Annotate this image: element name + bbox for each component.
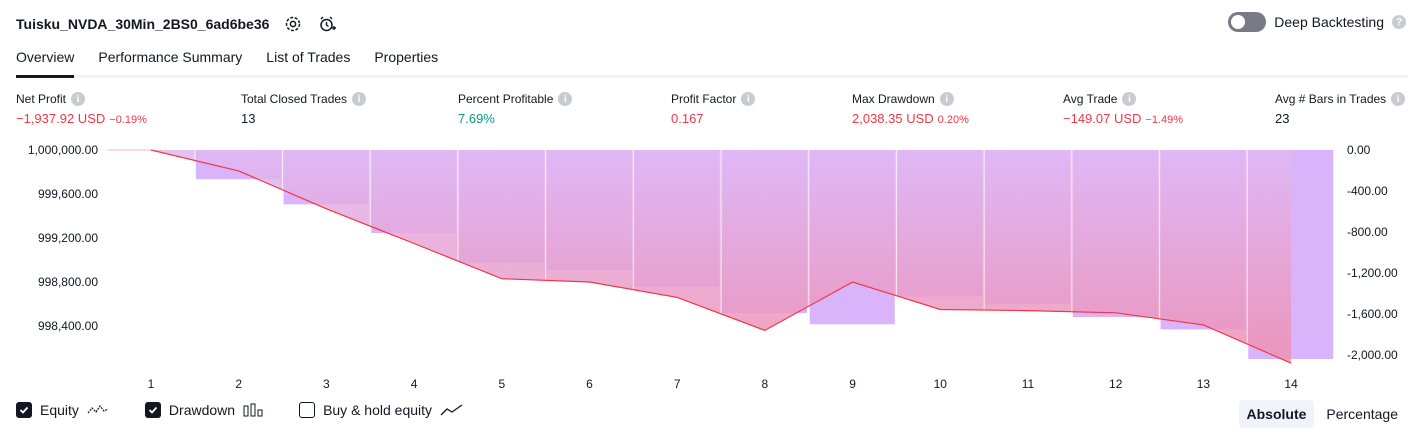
x-axis-tick-label: 14: [1284, 377, 1298, 391]
x-axis-tick-label: 4: [411, 377, 418, 391]
metric-value: 23: [1275, 111, 1290, 126]
info-icon[interactable]: i: [741, 92, 756, 106]
metric-label: Max Drawdown: [852, 92, 935, 106]
metric-pct: −1.49%: [1145, 114, 1184, 126]
x-axis-tick-label: 11: [1022, 377, 1035, 391]
info-icon[interactable]: i: [1391, 92, 1406, 106]
x-axis-tick-label: 7: [674, 377, 681, 391]
metric-total-closed-trades: Total Closed Trades i 13: [241, 92, 367, 126]
mode-absolute[interactable]: Absolute: [1238, 400, 1315, 428]
tab-performance-summary[interactable]: Performance Summary: [98, 49, 243, 65]
x-axis-tick-label: 2: [235, 377, 242, 391]
toggle-knob: [1231, 15, 1246, 29]
right-axis-tick-label: -2,000.00: [1347, 348, 1398, 362]
left-axis-tick-label: 998,400.00: [38, 319, 98, 333]
metrics-row: Net Profit i −1,937.92 USD −0.19% Total Cl…: [16, 92, 1408, 132]
buyhold-line-icon: [440, 404, 463, 416]
checkbox-checked-icon[interactable]: [16, 402, 32, 418]
x-axis-tick-label: 5: [498, 377, 505, 391]
right-axis-tick-label: -1,600.00: [1347, 307, 1398, 321]
drawdown-bars-icon: [243, 403, 263, 417]
metric-pct: −0.19%: [109, 114, 147, 126]
metric-label: Avg Trade: [1063, 92, 1118, 106]
x-axis-tick-label: 10: [934, 377, 948, 391]
chart-legend: Equity Drawdown Buy & hold equity: [16, 402, 464, 418]
x-axis-tick-label: 3: [323, 377, 330, 391]
x-axis-tick-label: 6: [586, 377, 593, 391]
metric-value: −1,937.92 USD: [16, 111, 106, 126]
metric-net-profit: Net Profit i −1,937.92 USD −0.19%: [16, 92, 147, 126]
info-icon[interactable]: i: [558, 92, 573, 106]
tab-properties[interactable]: Properties: [374, 49, 439, 65]
tab-list-of-trades[interactable]: List of Trades: [266, 49, 351, 65]
metric-label: Profit Factor: [671, 92, 737, 106]
settings-gear-icon[interactable]: [283, 14, 303, 34]
right-axis-tick-label: -400.00: [1347, 184, 1388, 198]
legend-label: Drawdown: [168, 402, 236, 418]
tab-overview[interactable]: Overview: [16, 40, 75, 78]
metric-avg-trade: Avg Trade i −149.07 USD −1.49%: [1063, 92, 1183, 126]
metric-percent-profitable: Percent Profitable i 7.69%: [458, 92, 573, 126]
metric-value: 2,038.35 USD: [852, 111, 934, 126]
metric-value: 7.69%: [458, 111, 495, 126]
metric-max-drawdown: Max Drawdown i 2,038.35 USD 0.20%: [852, 92, 969, 126]
x-axis-tick-label: 13: [1197, 377, 1211, 391]
tab-bar: Overview Performance Summary List of Tra…: [16, 40, 1408, 78]
right-axis-tick-label: -1,200.00: [1347, 266, 1398, 280]
metric-profit-factor: Profit Factor i 0.167: [671, 92, 756, 126]
info-icon[interactable]: i: [1122, 92, 1137, 106]
metric-pct: 0.20%: [937, 114, 969, 126]
right-axis-tick-label: 0.00: [1347, 143, 1371, 157]
metric-label: Total Closed Trades: [241, 92, 348, 106]
right-axis-tick-label: -800.00: [1347, 225, 1388, 239]
equity-drawdown-chart: 1,000,000.00 999,600.00 999,200.00 998,800.…: [28, 143, 1398, 391]
legend-label: Equity: [40, 402, 79, 418]
x-axis-tick-label: 8: [762, 377, 769, 391]
equity-wave-icon: [87, 404, 109, 414]
left-axis-tick-label: 1,000,000.00: [28, 143, 98, 157]
metric-value: −149.07 USD: [1063, 111, 1142, 126]
left-axis-tick-label: 998,800.00: [38, 275, 98, 289]
legend-equity[interactable]: Equity: [16, 402, 111, 418]
value-mode-switch: Absolute Percentage: [1238, 400, 1407, 428]
info-icon[interactable]: i: [939, 92, 954, 106]
info-icon[interactable]: i: [71, 92, 86, 106]
help-icon[interactable]: ?: [1392, 15, 1406, 29]
x-axis-tick-label: 12: [1109, 377, 1123, 391]
legend-label: Buy & hold equity: [323, 402, 433, 418]
metric-avg-bars-in-trades: Avg # Bars in Trades i 23: [1275, 92, 1406, 126]
left-axis-tick-label: 999,600.00: [38, 187, 98, 201]
checkbox-checked-icon[interactable]: [144, 402, 161, 418]
x-axis-tick-label: 9: [849, 377, 856, 391]
header: Tuisku_NVDA_30Min_2BS0_6ad6be36: [16, 10, 337, 38]
metric-value: 13: [241, 111, 256, 126]
left-axis-tick-label: 999,200.00: [38, 231, 98, 245]
metric-value: 0.167: [671, 111, 704, 126]
legend-drawdown[interactable]: Drawdown: [144, 402, 265, 418]
metric-label: Percent Profitable: [458, 92, 554, 106]
strategy-title: Tuisku_NVDA_30Min_2BS0_6ad6be36: [16, 16, 270, 32]
add-alert-icon[interactable]: [317, 14, 337, 34]
deep-backtesting-label: Deep Backtesting: [1274, 14, 1384, 30]
equity-line: [150, 149, 1292, 364]
legend-buy-hold-equity[interactable]: Buy & hold equity: [299, 402, 464, 418]
deep-backtesting-toggle[interactable]: [1228, 12, 1267, 32]
info-icon[interactable]: i: [352, 92, 367, 106]
metric-label: Avg # Bars in Trades: [1275, 92, 1387, 106]
mode-percentage[interactable]: Percentage: [1326, 406, 1398, 422]
deep-backtesting: Deep Backtesting ?: [1228, 12, 1406, 32]
x-axis-tick-label: 1: [148, 377, 155, 391]
checkbox-unchecked-icon[interactable]: [299, 402, 316, 418]
metric-label: Net Profit: [16, 92, 67, 106]
